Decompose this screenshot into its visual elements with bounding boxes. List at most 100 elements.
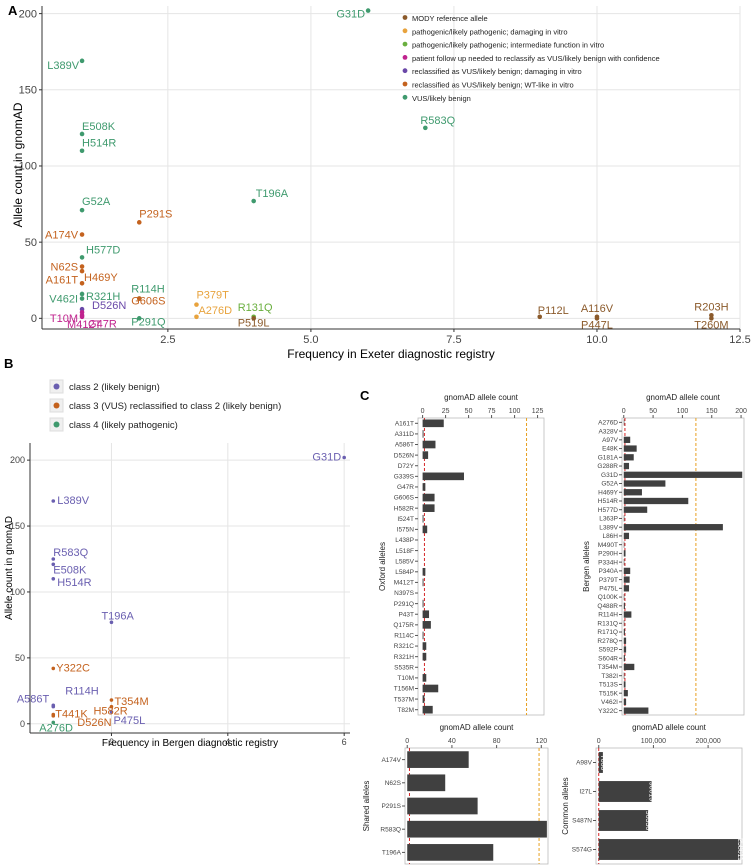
a-point-label: A174V (45, 230, 79, 242)
a-point (136, 220, 142, 225)
a-point (79, 280, 85, 286)
bar (623, 602, 625, 609)
bar (422, 440, 436, 449)
bar-category-label: S487N (572, 818, 592, 825)
bar-chart-title: gnomAD allele count (646, 393, 721, 402)
bar-category-label: A174V (381, 757, 401, 764)
bar (623, 541, 625, 548)
bar-x-tick-label: 200,000 (695, 738, 720, 745)
bar-x-tick-label: 0 (421, 408, 425, 415)
bar-category-label: A97V (602, 437, 619, 444)
bar (422, 599, 424, 608)
bar-y-axis-title: Common alleles (561, 777, 570, 834)
a-y-tick-label: 150 (19, 84, 37, 96)
bar (623, 436, 631, 443)
bar-category-label: G288R (597, 463, 618, 470)
panel-b-scatter: class 2 (likely benign) class 3 (VUS) rec… (4, 379, 350, 749)
bar-x-tick-label: 125 (532, 408, 544, 415)
bar-plot-frame (621, 417, 745, 716)
bar (407, 751, 469, 768)
bar-category-label: V462I (601, 699, 618, 706)
bar-category-label: T156M (394, 686, 414, 693)
bar-category-label: Q100K (598, 594, 619, 601)
bar-category-label: N62S (385, 780, 402, 787)
a-point (709, 316, 714, 321)
b-point (51, 703, 56, 708)
bar-category-label: S574G (572, 847, 592, 854)
bar-category-label: L86H (602, 533, 618, 540)
bar (422, 567, 426, 576)
bar (623, 506, 648, 513)
bar (623, 655, 625, 662)
b-point-label: Y322C (56, 662, 90, 674)
a-x-tick-label: 10.0 (586, 334, 607, 346)
legend-label: class 4 (likely pathogenic) (69, 420, 178, 431)
b-point-label: A586T (17, 693, 50, 705)
panel-b-axes: 2 4 6 0 50 100 150 200 (10, 443, 350, 747)
b-point (109, 620, 114, 625)
legend-label: patient follow up needed to reclassify a… (412, 54, 660, 63)
bar-category-label: I27L (579, 789, 592, 796)
bar (623, 576, 630, 583)
bar (407, 844, 494, 861)
panel-label-b: B (4, 356, 13, 371)
bar-category-label: E48K (602, 446, 619, 453)
b-point (342, 455, 346, 460)
bar-value-label: 7600 (599, 755, 606, 771)
bar-category-label: L389V (599, 524, 618, 531)
bar (623, 672, 625, 679)
bar-category-label: P291Q (394, 601, 414, 608)
bar (422, 642, 427, 650)
bar-category-label: Q488R (597, 603, 618, 610)
panel-a-y-label: Allele count in gnomAD (11, 102, 25, 227)
a-point-label: T196A (256, 188, 289, 200)
bar-category-label: P334H (598, 559, 618, 566)
b-point-label: T441K (55, 709, 88, 721)
bar (623, 489, 642, 496)
bar-category-label: S535R (394, 664, 414, 671)
bar (623, 567, 631, 575)
a-point (79, 58, 85, 64)
a-point (79, 268, 85, 274)
a-point (423, 125, 428, 131)
legend-swatch (53, 402, 60, 409)
bar (623, 462, 630, 470)
legend-label: class 3 (VUS) reclassified to class 2 (l… (69, 401, 281, 412)
legend-label: MODY reference allele (412, 14, 488, 23)
b-point-label: E508K (53, 564, 87, 576)
bar-category-label: Q175R (393, 622, 414, 629)
bar (422, 525, 428, 534)
a-point-label: H514R (82, 138, 116, 150)
a-point-label: R114H (131, 284, 164, 296)
bar-category-label: T537M (394, 696, 414, 703)
bar-y-axis-title: Bergen alleles (582, 541, 591, 592)
a-point-label: G47R (88, 318, 117, 330)
bar-category-label: A276D (598, 420, 618, 427)
b-y-tick-label: 150 (10, 521, 25, 531)
bar-category-label: R583Q (380, 826, 401, 833)
b-point (51, 714, 56, 718)
a-point-label: G606S (131, 296, 165, 308)
panel-label-c: C (360, 388, 370, 403)
bar-x-tick-label: 0 (405, 738, 409, 745)
bar (422, 652, 427, 661)
a-point-label: L389V (47, 60, 79, 72)
bar-category-label: A161T (395, 420, 414, 427)
b-point (51, 557, 56, 561)
a-point (79, 314, 85, 320)
bar (623, 690, 628, 697)
bar (623, 681, 626, 688)
legend-label: VUS/likely benign (412, 94, 471, 103)
a-point-label: P291S (139, 208, 172, 220)
b-point-label: L389V (57, 495, 89, 507)
a-point (79, 296, 85, 301)
a-point (594, 316, 600, 321)
panel-label-a: A (8, 3, 18, 18)
bar-category-label: G606S (394, 495, 415, 502)
bar (422, 483, 426, 491)
bar-category-label: A328V (598, 428, 618, 435)
a-point-label: P291Q (131, 316, 166, 328)
a-point-label: H577D (86, 244, 120, 256)
bar-x-tick-label: 50 (465, 408, 473, 415)
